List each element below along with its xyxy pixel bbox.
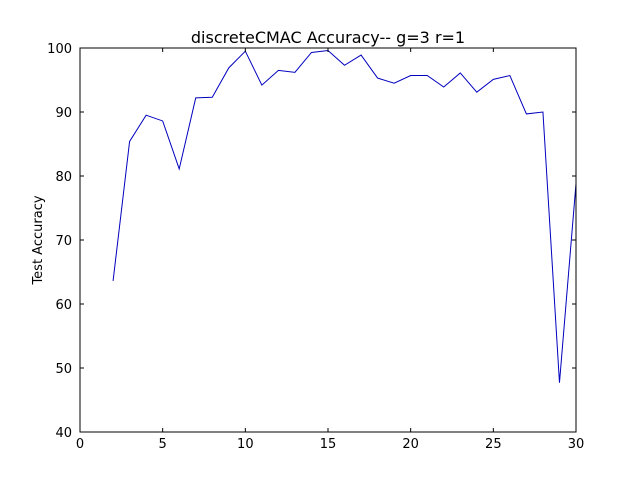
y-tick-label-3: 70 — [55, 234, 72, 249]
y-axis-ticks: 40 50 60 70 80 90 100 — [47, 42, 576, 441]
x-tick-label-6: 30 — [568, 437, 585, 452]
y-axis-label: Test Accuracy — [31, 195, 46, 285]
y-tick-label-2: 60 — [55, 298, 72, 313]
y-tick-label-1: 50 — [55, 362, 72, 377]
x-tick-label-2: 10 — [237, 437, 254, 452]
y-tick-label-5: 90 — [55, 106, 72, 121]
y-tick-label-0: 40 — [55, 426, 72, 441]
plot-area — [79, 47, 577, 433]
axes-frame — [79, 47, 577, 433]
x-axis-ticks: 0 5 10 15 20 25 30 — [76, 48, 584, 452]
y-tick-label-6: 100 — [47, 42, 72, 57]
y-tick-label-4: 80 — [55, 170, 72, 185]
x-tick-label-5: 25 — [485, 437, 502, 452]
series-line-0 — [112, 50, 576, 383]
x-tick-label-0: 0 — [76, 437, 84, 452]
x-tick-label-1: 5 — [159, 437, 167, 452]
x-tick-label-3: 15 — [320, 437, 337, 452]
x-tick-label-4: 20 — [402, 437, 419, 452]
chart-title: discreteCMAC Accuracy-- g=3 r=1 — [191, 28, 465, 47]
